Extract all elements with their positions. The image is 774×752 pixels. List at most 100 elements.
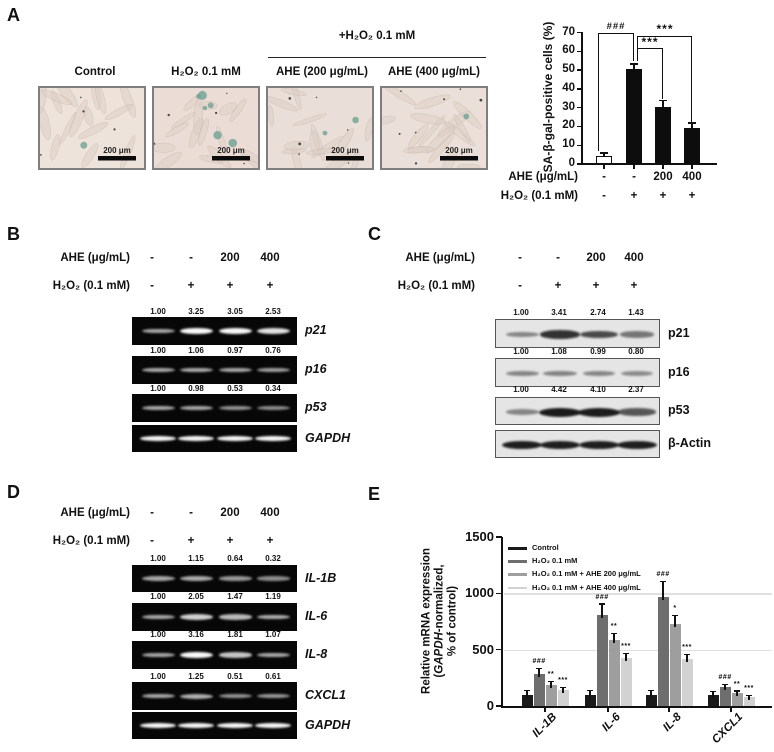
panelB-gel-name: p21	[305, 323, 327, 337]
chartE-errorbar-cap	[523, 690, 531, 692]
panelD-header-value: -	[150, 507, 154, 519]
chartE-legend-marker-3	[508, 586, 527, 590]
gel-band	[218, 576, 252, 581]
chartA-errorbar-line-3	[691, 123, 693, 129]
chartE-errorbar-cap	[709, 690, 717, 692]
panelB-gel-name: p53	[305, 400, 327, 414]
chartA-bar-3	[684, 128, 700, 164]
panelB-band-value: 0.97	[227, 346, 243, 355]
gel-band	[539, 407, 581, 417]
gel-band	[255, 722, 291, 729]
chartE-sig-label: ###	[656, 571, 670, 579]
chartA-bar-0	[596, 155, 612, 164]
gel-band	[256, 405, 290, 411]
chartE-x-tick-1	[607, 707, 609, 712]
micrograph-h2o2: 200 μm	[152, 86, 260, 170]
chartA-errorbar-line-0	[603, 153, 605, 156]
micrograph-title-ahe-400: AHE (400 μg/mL)	[387, 66, 481, 78]
chartA-sig-bracket-v1-2	[637, 48, 639, 61]
chartE-bar-IL-1B-s0	[521, 694, 533, 706]
panelC-header-value: 400	[624, 252, 644, 264]
chartA-errorbar-line-1	[633, 64, 635, 70]
panel-c-label: C	[368, 224, 381, 244]
panelB-band-value: 0.34	[265, 384, 281, 393]
panelD-h2o2-row-label: H₂O₂ (0.1 mM)	[52, 535, 130, 547]
chartE-x-tick-2	[668, 707, 670, 712]
chartE-errorbar-cap	[535, 668, 543, 670]
chartA-x-tick-3	[691, 165, 693, 169]
panelC-band-value: 0.99	[590, 347, 606, 356]
chartE-sig-label: ***	[744, 684, 754, 692]
gel-band	[140, 435, 176, 442]
chartE-y-tick-label: 0	[486, 698, 494, 713]
chartA-errorbar-cap-0	[600, 152, 608, 154]
panelD-band-value: 3.16	[188, 630, 204, 639]
panelB-gel-name: GAPDH	[305, 430, 351, 445]
chartE-errorbar-cap	[733, 690, 741, 692]
h2o2-treatment-header: +H₂O₂ 0.1 mM	[338, 30, 416, 42]
chartE-sig-label: ###	[718, 674, 732, 682]
panelC-gel-name: p16	[668, 364, 690, 379]
gel-band	[141, 576, 175, 581]
chartE-bar-IL-1B-s3	[557, 690, 569, 706]
panelD-header-value: 200	[220, 507, 240, 519]
panelB-gel-GAPDH	[132, 425, 297, 452]
chartE-errorbar-line	[650, 690, 652, 698]
chartE-bar-IL-1B-s1	[533, 673, 545, 706]
gel-band	[179, 327, 213, 335]
chartA-y-tick	[576, 69, 581, 71]
chartE-sig-label: ###	[595, 593, 609, 601]
chartE-y-tick	[496, 592, 502, 595]
gel-band	[256, 614, 290, 620]
panelD-band-value: 0.61	[265, 672, 281, 681]
chartE-y-tick-label: 1500	[465, 528, 494, 544]
panelC-header-value: +	[630, 280, 638, 292]
panelC-band-value: 1.00	[513, 385, 529, 394]
chartA-sig-bracket-h-0	[598, 33, 634, 35]
gel-band	[579, 330, 619, 339]
panelB-band-value: 2.53	[265, 307, 281, 316]
chartE-legend-marker-1	[508, 560, 527, 563]
chartA-sig-bracket-v1-0	[598, 33, 600, 151]
chartE-bar-IL-6-s0	[584, 694, 596, 706]
panelC-band-value: 1.00	[513, 347, 529, 356]
micrograph-ahe-200: 200 μm	[266, 86, 374, 170]
chartE-y-tick	[496, 536, 502, 538]
panelB-header-value: -	[150, 252, 154, 264]
chartE-legend-marker-0	[508, 547, 527, 550]
chartE-bar-IL-8-s2	[669, 623, 681, 706]
panelB-header-value: -	[150, 280, 154, 292]
chartE-bar-IL-8-s1	[657, 596, 669, 706]
panelC-band-value: 2.37	[628, 385, 644, 394]
panelB-header-value: 200	[220, 252, 240, 264]
panelC-gel-name: β-Actin	[668, 436, 712, 450]
chartA-y-tick	[576, 31, 581, 34]
panelB-band-value: 0.76	[265, 346, 281, 355]
chartE-bar-CXCL1-s2	[731, 693, 743, 706]
chartA-sig-bracket-h-2	[637, 48, 663, 50]
gel-band	[582, 370, 616, 377]
gel-band	[140, 722, 176, 729]
chartE-errorbar-cap	[745, 694, 753, 696]
panelD-header-value: +	[187, 535, 195, 547]
chartE-sig-label: **	[610, 623, 618, 631]
gel-band	[217, 722, 253, 729]
panelC-gel-p21	[495, 319, 660, 348]
chartA-y-tick	[576, 144, 581, 147]
gel-band	[218, 652, 252, 658]
chartE-bar-CXCL1-s1	[719, 687, 731, 706]
gel-band	[505, 409, 539, 415]
chartA-row-h2o2-label: H₂O₂ (0.1 mM)	[500, 190, 578, 202]
chartA-bar-2	[655, 106, 671, 164]
chartA-y-tick-label: 60	[562, 44, 575, 57]
gel-band	[217, 435, 253, 442]
panelD-band-value: 2.05	[188, 592, 204, 601]
chartA-sig-label-1: ***	[656, 22, 674, 36]
panelC-header-value: 200	[586, 252, 606, 264]
micrograph-image-control: 200 μm	[40, 88, 144, 168]
micrograph-image-h2o2: 200 μm	[154, 88, 258, 168]
gel-band	[179, 693, 213, 699]
micrograph-control: 200 μm	[38, 86, 146, 170]
gel-band	[255, 435, 291, 442]
chartE-bar-IL-1B-s2	[545, 684, 557, 706]
